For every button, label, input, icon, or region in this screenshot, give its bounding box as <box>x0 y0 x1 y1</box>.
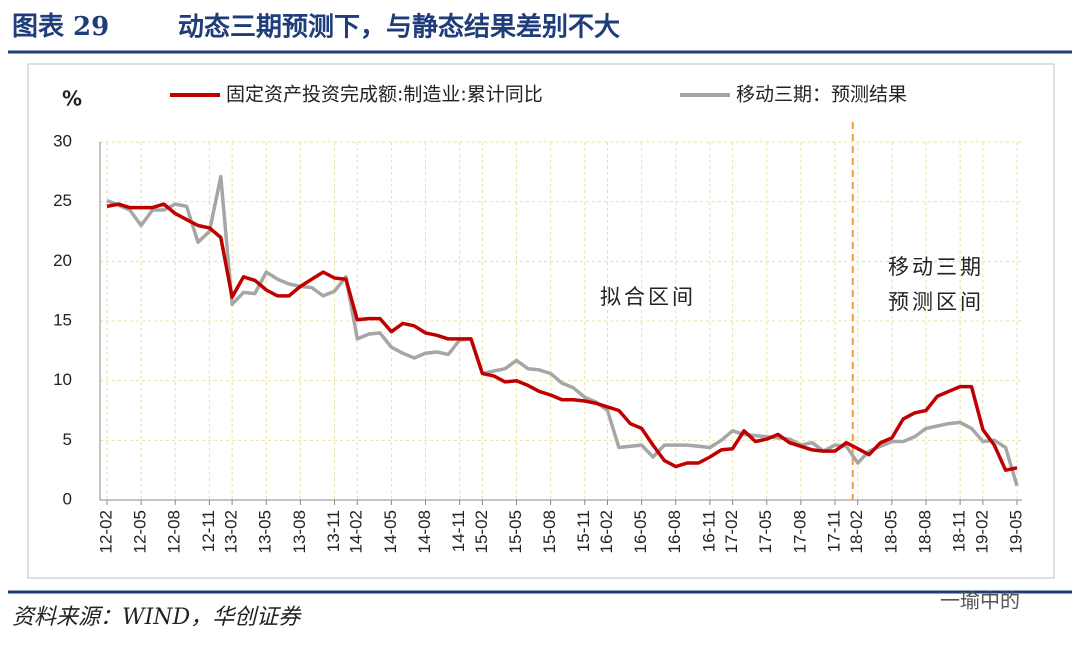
x-tick-label: 16-02 <box>597 510 616 553</box>
x-tick-label: 18-02 <box>847 510 866 553</box>
y-tick-label: 0 <box>63 489 72 508</box>
x-tick-label: 18-05 <box>881 510 900 553</box>
x-tick-label: 17-11 <box>824 510 843 552</box>
annotation: 预测区间 <box>888 290 984 314</box>
x-tick-label: 16-05 <box>631 510 650 553</box>
x-tick-label: 14-02 <box>347 510 366 553</box>
x-tick-label: 13-02 <box>222 510 241 553</box>
y-tick-label: 30 <box>53 131 72 150</box>
watermark: 一瑜中的 <box>940 589 1020 613</box>
figure-number: 图表 29 <box>12 12 109 42</box>
x-tick-label: 12-05 <box>131 510 150 553</box>
x-tick-label: 15-02 <box>472 510 491 553</box>
x-tick-label: 15-11 <box>574 510 593 552</box>
legend-label: 移动三期：预测结果 <box>736 84 907 106</box>
annotation: 移动三期 <box>888 255 984 279</box>
x-tick-label: 13-11 <box>324 510 343 552</box>
x-tick-label: 18-11 <box>950 510 969 552</box>
x-tick-label: 14-08 <box>415 510 434 553</box>
y-tick-label: 20 <box>53 251 72 270</box>
x-tick-label: 15-08 <box>540 510 559 553</box>
x-tick-label: 14-11 <box>449 510 468 552</box>
chart-title: 动态三期预测下，与静态结果差别不大 <box>178 12 620 43</box>
x-tick-label: 19-02 <box>972 510 991 553</box>
y-tick-label: 15 <box>53 310 72 329</box>
y-tick-label: 10 <box>53 370 72 389</box>
x-tick-label: 13-08 <box>290 510 309 553</box>
x-tick-label: 12-11 <box>199 510 218 552</box>
x-tick-label: 12-02 <box>96 510 115 553</box>
x-tick-label: 16-11 <box>699 510 718 552</box>
series-line <box>106 174 1019 487</box>
x-tick-label: 19-05 <box>1006 510 1025 553</box>
series-line <box>106 202 1018 472</box>
x-tick-label: 12-08 <box>165 510 184 553</box>
x-tick-label: 15-05 <box>506 510 525 553</box>
x-tick-label: 17-08 <box>790 510 809 553</box>
legend-label: 固定资产投资完成额:制造业:累计同比 <box>226 84 543 106</box>
annotation: 拟合区间 <box>600 285 696 309</box>
source: 资料来源：WIND，华创证券 <box>12 605 302 630</box>
x-tick-label: 17-02 <box>722 510 741 553</box>
x-tick-label: 13-05 <box>256 510 275 553</box>
y-tick-label: 25 <box>53 191 72 210</box>
y-axis-label: % <box>62 87 82 111</box>
y-tick-label: 5 <box>63 430 72 449</box>
x-tick-label: 16-08 <box>665 510 684 553</box>
x-tick-label: 17-05 <box>756 510 775 553</box>
x-tick-label: 14-05 <box>381 510 400 553</box>
x-tick-label: 18-08 <box>915 510 934 553</box>
chart-frame <box>27 63 1055 579</box>
